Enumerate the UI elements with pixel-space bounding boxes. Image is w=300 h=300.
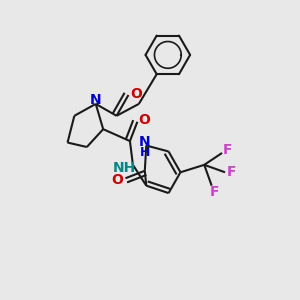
Text: N: N bbox=[139, 135, 151, 149]
Text: F: F bbox=[210, 184, 219, 199]
Text: F: F bbox=[227, 165, 236, 179]
Text: H: H bbox=[140, 146, 150, 159]
Text: O: O bbox=[130, 86, 142, 100]
Text: O: O bbox=[111, 173, 123, 187]
Text: NH: NH bbox=[112, 161, 136, 175]
Text: F: F bbox=[223, 143, 232, 157]
Text: N: N bbox=[89, 93, 101, 107]
Text: O: O bbox=[138, 113, 150, 127]
